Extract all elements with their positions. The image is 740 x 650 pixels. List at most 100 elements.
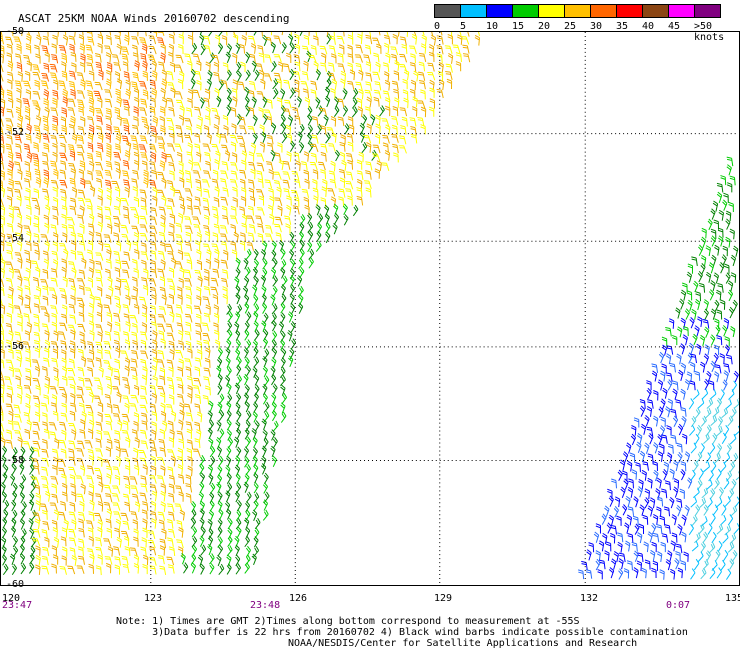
wind-barb bbox=[292, 106, 299, 117]
wind-barb bbox=[177, 455, 184, 466]
wind-barb bbox=[384, 79, 391, 91]
wind-barb bbox=[88, 302, 95, 314]
wind-barb bbox=[659, 569, 665, 580]
wind-barb bbox=[636, 560, 643, 572]
wind-barb bbox=[42, 412, 48, 423]
wind-barb bbox=[366, 123, 372, 135]
wind-barb bbox=[61, 402, 67, 413]
wind-barb bbox=[230, 141, 237, 152]
wind-barb bbox=[705, 245, 711, 257]
wind-barb bbox=[684, 504, 690, 517]
wind-barb bbox=[196, 151, 202, 163]
wind-barb bbox=[115, 88, 121, 99]
wind-barb bbox=[58, 80, 66, 90]
wind-barb bbox=[610, 524, 618, 535]
wind-barb bbox=[141, 60, 148, 72]
wind-barb bbox=[1, 323, 5, 332]
wind-barb bbox=[76, 447, 85, 457]
wind-barb bbox=[175, 304, 183, 314]
wind-barb bbox=[6, 312, 12, 323]
wind-barb bbox=[235, 563, 241, 575]
wind-barb bbox=[234, 276, 240, 288]
wind-barb bbox=[88, 213, 95, 225]
wind-barb bbox=[157, 136, 166, 145]
wind-barb bbox=[301, 188, 310, 199]
wind-barb bbox=[226, 545, 233, 557]
wind-barb bbox=[382, 62, 390, 73]
wind-barb bbox=[214, 158, 220, 170]
wind-barb bbox=[88, 535, 94, 547]
wind-barb bbox=[672, 388, 678, 400]
wind-barb bbox=[438, 79, 445, 91]
wind-barb bbox=[131, 178, 138, 188]
wind-barb bbox=[728, 389, 735, 400]
wind-barb bbox=[293, 196, 300, 207]
wind-barb bbox=[279, 88, 286, 100]
wind-barb bbox=[201, 179, 210, 188]
wind-barb bbox=[47, 32, 49, 37]
wind-barb bbox=[273, 35, 282, 45]
wind-barb bbox=[244, 294, 250, 306]
wind-barb bbox=[68, 456, 76, 466]
wind-barb bbox=[417, 100, 426, 109]
wind-barb bbox=[1, 134, 5, 144]
wind-barb bbox=[45, 204, 51, 216]
latitude-label: -54 bbox=[6, 233, 25, 244]
wind-barb bbox=[26, 123, 32, 135]
wind-barb bbox=[651, 363, 659, 373]
wind-barb bbox=[206, 133, 212, 144]
wind-barb bbox=[271, 373, 277, 386]
wind-barb bbox=[85, 287, 93, 297]
wind-barb bbox=[9, 553, 16, 565]
wind-barb bbox=[251, 60, 257, 72]
wind-barb bbox=[724, 496, 731, 507]
wind-barb bbox=[241, 213, 248, 225]
wind-barb bbox=[68, 277, 76, 288]
wind-barb bbox=[627, 486, 634, 498]
wind-barb bbox=[372, 37, 381, 46]
wind-barb bbox=[308, 32, 310, 37]
wind-barb bbox=[265, 225, 273, 234]
wind-barb bbox=[25, 43, 32, 54]
wind-barb bbox=[303, 34, 310, 45]
wind-barb bbox=[272, 420, 279, 432]
wind-barb bbox=[142, 554, 149, 566]
wind-barb bbox=[216, 95, 222, 108]
wind-barb bbox=[113, 375, 121, 386]
wind-barb bbox=[70, 115, 76, 127]
wind-barb bbox=[216, 365, 222, 377]
wind-barb bbox=[664, 480, 671, 491]
wind-barb bbox=[711, 531, 717, 544]
wind-barb bbox=[661, 488, 668, 499]
wind-barb bbox=[41, 72, 50, 82]
wind-barb bbox=[661, 533, 669, 543]
wind-barb bbox=[185, 483, 193, 493]
wind-barb bbox=[31, 359, 40, 368]
wind-barb bbox=[254, 374, 260, 386]
wind-barb bbox=[130, 394, 139, 404]
wind-barb bbox=[194, 357, 202, 367]
wind-barb bbox=[341, 159, 347, 171]
wind-barb bbox=[307, 221, 314, 233]
wind-barb bbox=[241, 222, 247, 233]
wind-barb bbox=[122, 420, 129, 431]
wind-barb bbox=[193, 384, 201, 395]
wind-barb bbox=[69, 205, 77, 216]
wind-barb bbox=[609, 532, 616, 544]
wind-barb bbox=[33, 339, 41, 350]
wind-barb bbox=[680, 289, 687, 301]
wind-barb bbox=[106, 465, 113, 476]
wind-barb bbox=[262, 509, 269, 521]
wind-barb bbox=[88, 483, 95, 494]
wind-barb bbox=[601, 532, 608, 544]
wind-barb bbox=[270, 294, 276, 306]
wind-barb bbox=[271, 320, 277, 332]
wind-barb bbox=[196, 411, 203, 423]
wind-barb bbox=[160, 501, 166, 513]
wind-barb bbox=[270, 365, 276, 378]
wind-barb bbox=[69, 348, 76, 359]
wind-barb bbox=[262, 365, 268, 378]
wind-barb bbox=[179, 204, 186, 215]
wind-barb bbox=[303, 151, 310, 162]
wind-barb bbox=[257, 223, 264, 233]
